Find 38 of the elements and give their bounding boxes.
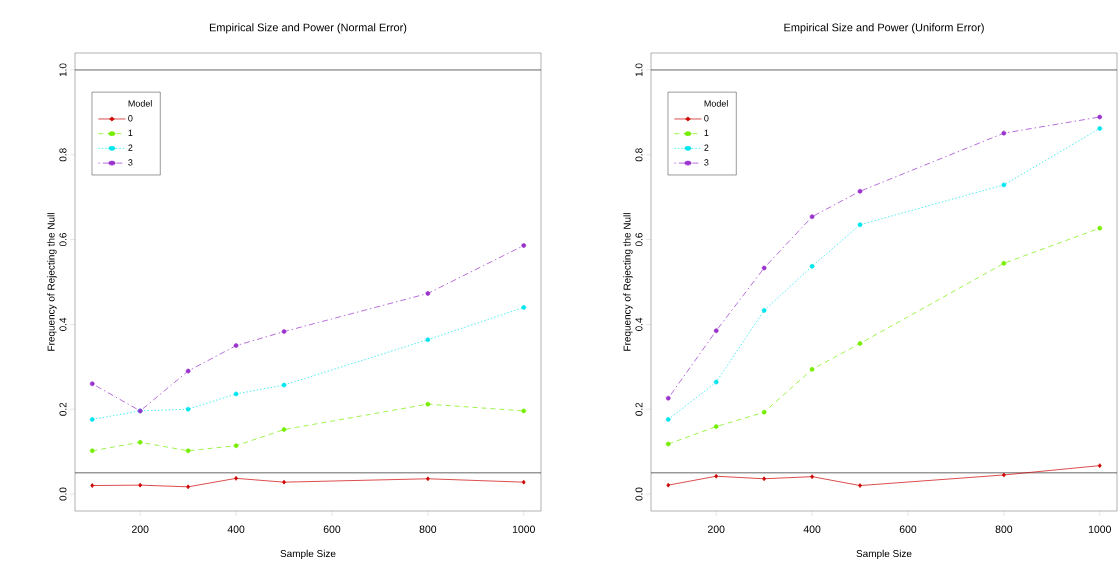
chart-title: Empirical Size and Power (Uniform Error): [784, 23, 984, 34]
legend-label: 0: [704, 115, 709, 122]
y-tick-label: 0.2: [59, 402, 67, 416]
x-axis-title: Sample Size: [280, 549, 336, 560]
legend-label: 3: [704, 159, 709, 166]
x-tick-label: 800: [995, 525, 1013, 533]
y-tick-label: 0.0: [59, 487, 67, 501]
legend-label: 3: [128, 159, 133, 166]
legend-title: Model: [704, 100, 728, 107]
x-tick-label: 600: [899, 525, 917, 533]
x-tick-label: 1000: [512, 525, 535, 533]
y-tick-label: 0.0: [635, 487, 643, 501]
x-tick-label: 1000: [1088, 525, 1111, 533]
x-tick-label: 600: [323, 525, 341, 533]
legend-label: 1: [704, 129, 709, 137]
legend-title: Model: [128, 100, 152, 107]
legend-label: 2: [704, 144, 709, 151]
legend-label: 1: [128, 129, 133, 137]
chart-title: Empirical Size and Power (Normal Error): [209, 23, 407, 34]
legend-label: 0: [128, 115, 133, 122]
y-tick-label: 1.0: [59, 63, 67, 77]
y-tick-label: 0.2: [635, 402, 643, 416]
y-tick-label: 0.6: [635, 233, 643, 247]
y-tick-label: 0.4: [635, 317, 643, 331]
y-axis-title: Frequency of Rejecting the Null: [47, 213, 57, 351]
legend-label: 2: [128, 144, 133, 151]
y-tick-label: 0.6: [59, 233, 67, 247]
x-tick-label: 200: [132, 525, 149, 533]
y-tick-label: 0.8: [635, 148, 643, 162]
y-tick-label: 0.4: [59, 317, 67, 331]
y-tick-label: 0.8: [59, 148, 67, 162]
x-tick-label: 200: [708, 525, 725, 533]
x-tick-label: 800: [419, 525, 437, 533]
y-tick-label: 1.0: [635, 63, 643, 77]
x-tick-label: 400: [227, 525, 245, 533]
x-tick-label: 400: [803, 525, 821, 533]
y-axis-title: Frequency of Rejecting the Null: [623, 213, 633, 351]
x-axis-title: Sample Size: [856, 549, 912, 560]
